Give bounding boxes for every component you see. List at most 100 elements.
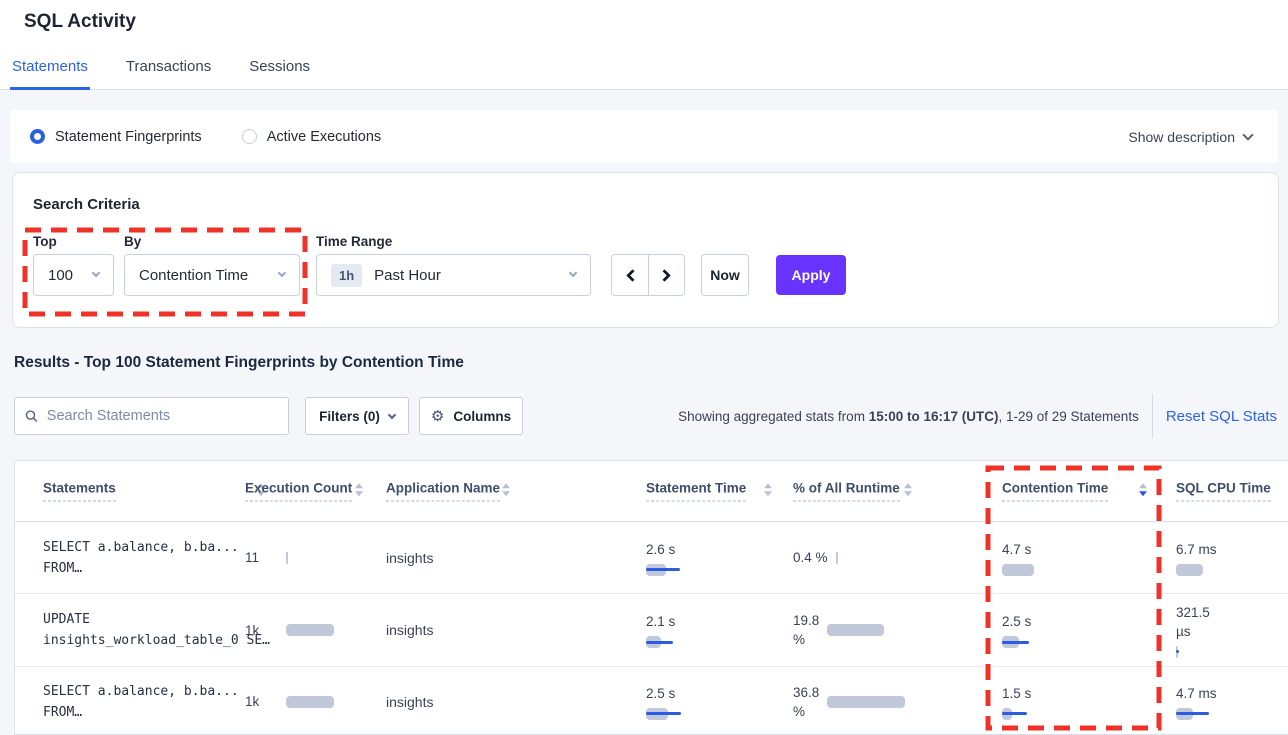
next-time-range-button[interactable] [648,255,684,295]
top-select[interactable]: 100 [33,254,114,296]
chevron-left-icon [625,268,639,282]
column-header-statement-time[interactable]: Statement Time [646,481,747,502]
statement-cell[interactable]: SELECT a.balance, b.ba... FROM… [43,539,239,576]
gear-icon: ⚙ [430,407,445,425]
top-field-label: Top [33,234,57,249]
contention-time-cell: 4.7 s [1002,522,1034,593]
show-description-toggle[interactable]: Show description [1128,128,1254,145]
column-header-contention-time[interactable]: Contention Time [1002,481,1109,502]
bar-chart [286,624,334,636]
table-row[interactable]: SELECT a.balance, b.ba... FROM… 1k insig… [15,666,1288,734]
search-criteria-heading: Search Criteria [33,196,140,213]
bar-chart [1002,636,1029,648]
showing-stats-text: Showing aggregated stats from 15:00 to 1… [678,408,1139,424]
radio-unselected-icon[interactable] [241,129,257,144]
sort-arrows-icon-active[interactable] [1139,483,1147,497]
bar-chart [646,636,673,648]
statement-time-cell: 2.6 s [646,522,680,593]
now-button[interactable]: Now [701,254,749,296]
table-row[interactable]: UPDATE insights_workload_table_0 SE… 1k … [15,593,1288,666]
tab-sessions[interactable]: Sessions [249,58,311,75]
apply-button[interactable]: Apply [776,255,846,295]
statement-cell[interactable]: SELECT a.balance, b.ba... FROM… [43,683,239,720]
sort-arrows-icon[interactable] [764,483,772,497]
column-header-sql-cpu-time[interactable]: SQL CPU Time [1176,481,1271,502]
tab-statements[interactable]: Statements [10,58,90,90]
chevron-down-icon [387,410,397,420]
bar-chart [1176,563,1203,576]
column-header-statements[interactable]: Statements [43,481,116,502]
time-range-pager [611,254,685,296]
search-statements-box [14,397,289,435]
page-header: SQL Activity Statements Transactions Ses… [0,0,1288,90]
bar-chart [646,563,680,576]
sort-arrows-icon[interactable] [355,483,363,497]
sql-cpu-time-cell: 6.7 ms [1176,522,1217,593]
columns-button[interactable]: ⚙ Columns [419,397,523,435]
table-header-row: Statements Execution Count Application N… [15,461,1288,522]
bar-chart [1002,707,1027,720]
bar-chart [827,624,885,636]
table-row[interactable]: SELECT a.balance, b.ba... FROM… 11 insig… [15,522,1288,593]
sort-arrows-icon[interactable] [502,483,510,497]
by-select-value: Contention Time [139,266,249,284]
sort-arrows-icon[interactable] [904,483,912,497]
statement-time-cell: 2.5 s [646,667,681,734]
chevron-right-icon [658,268,671,282]
bar-chart [827,695,906,708]
search-icon [25,410,38,423]
execution-count-cell: 1k [245,594,334,666]
reset-sql-stats-link[interactable]: Reset SQL Stats [1165,407,1277,425]
previous-time-range-button[interactable] [612,255,648,295]
radio-label: Statement Fingerprints [55,128,202,145]
statement-cell[interactable]: UPDATE insights_workload_table_0 SE… [43,612,270,648]
radio-statement-fingerprints[interactable]: Statement Fingerprints [30,129,202,145]
sql-cpu-time-cell: 4.7 ms [1176,667,1217,734]
bar-chart [646,707,681,720]
sql-cpu-time-cell: 321.5 µs [1176,594,1210,666]
chevron-down-icon [91,268,101,278]
application-name-cell: insights [386,549,434,566]
contention-time-cell: 1.5 s [1002,667,1031,734]
filters-button[interactable]: Filters (0) [305,397,409,435]
radio-selected-icon[interactable] [30,129,45,144]
contention-time-cell: 2.5 s [1002,594,1031,666]
filters-button-label: Filters (0) [319,408,380,424]
results-heading: Results - Top 100 Statement Fingerprints… [14,354,464,371]
by-field-label: By [124,234,142,249]
column-header-execution-count[interactable]: Execution Count [245,481,353,502]
search-statements-input[interactable] [46,408,278,424]
tab-bar: Statements Transactions Sessions [10,58,312,90]
search-criteria-card: Search Criteria Top 100 By Contention Ti… [12,172,1279,328]
execution-count-cell: 1k [245,667,334,734]
time-range-select[interactable]: 1h Past Hour [316,254,591,296]
column-header-application-name[interactable]: Application Name [386,481,501,502]
divider [1151,394,1153,438]
time-range-field-label: Time Range [316,234,393,249]
show-description-label: Show description [1128,128,1235,145]
by-select[interactable]: Contention Time [124,254,300,296]
statement-time-cell: 2.1 s [646,594,675,666]
execution-count-cell: 11 [245,522,288,593]
bar-chart [1176,645,1179,658]
pct-runtime-cell: 36.8 % [793,667,906,734]
bar-chart [835,551,838,564]
top-select-value: 100 [48,266,74,284]
tab-transactions[interactable]: Transactions [125,58,212,75]
chevron-down-icon [1242,128,1254,141]
bar-chart [286,551,288,564]
application-name-cell: insights [386,622,434,638]
results-meta: Showing aggregated stats from 15:00 to 1… [678,394,1277,438]
sort-arrows-icon[interactable] [257,483,265,497]
time-range-badge: 1h [331,263,363,287]
application-name-cell: insights [386,693,434,710]
chevron-down-icon [277,268,287,278]
column-header-pct-runtime[interactable]: % of All Runtime [793,481,900,502]
radio-active-executions[interactable]: Active Executions [241,129,381,145]
pct-runtime-cell: 0.4 % [793,522,838,593]
pct-runtime-cell: 19.8 % [793,594,885,666]
view-toggle-card: Statement Fingerprints Active Executions… [10,110,1278,163]
columns-button-label: Columns [453,408,512,424]
statements-table: Statements Execution Count Application N… [14,460,1288,735]
chevron-down-icon [568,268,578,278]
